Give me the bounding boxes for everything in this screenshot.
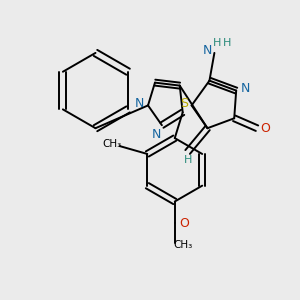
Text: H: H: [213, 38, 222, 48]
Text: H: H: [223, 38, 232, 48]
Text: N: N: [152, 128, 162, 141]
Text: O: O: [260, 122, 270, 135]
Text: O: O: [180, 217, 190, 230]
Text: N: N: [240, 82, 250, 95]
Text: CH₃: CH₃: [173, 240, 192, 250]
Text: H: H: [184, 155, 192, 165]
Text: N: N: [134, 97, 144, 110]
Text: S: S: [180, 97, 188, 110]
Text: N: N: [203, 44, 212, 57]
Text: CH₃: CH₃: [102, 139, 121, 149]
